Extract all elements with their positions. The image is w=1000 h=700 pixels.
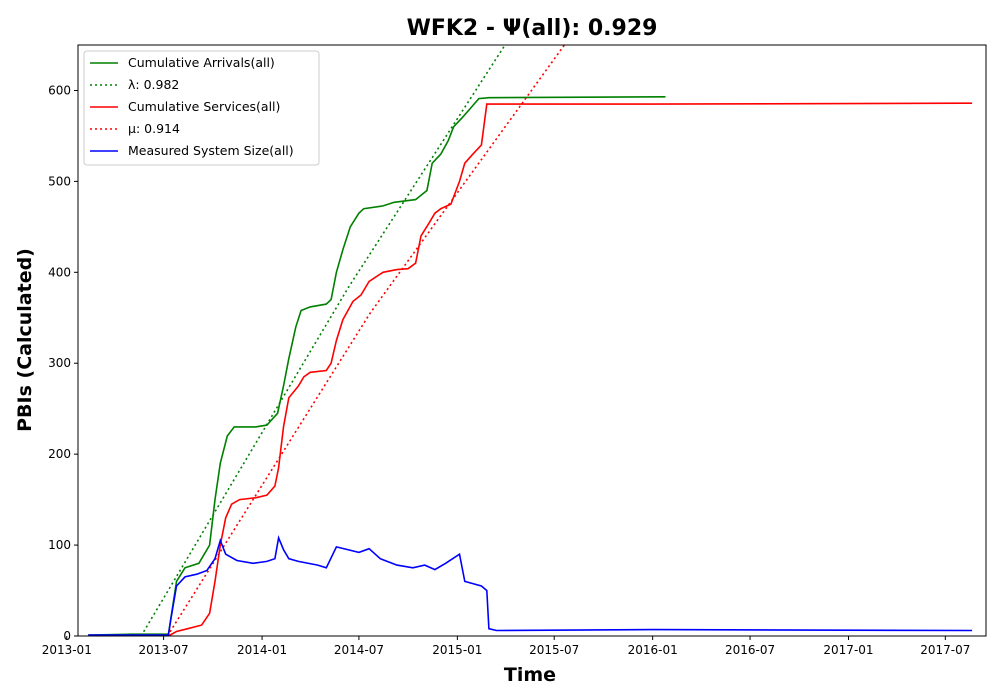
x-tick-label: 2016-07 (725, 643, 775, 657)
y-tick-label: 100 (48, 538, 71, 552)
x-tick-label: 2015-07 (529, 643, 579, 657)
y-axis-title: PBIs (Calculated) (14, 248, 36, 432)
legend: Cumulative Arrivals(all) λ: 0.982 Cumulati… (83, 50, 320, 166)
x-tick-label: 2014-07 (334, 643, 384, 657)
series-layer (88, 45, 973, 636)
x-tick-label: 2017-07 (920, 643, 970, 657)
y-tick-label: 200 (48, 447, 71, 461)
series-line-2 (168, 102, 973, 636)
legend-label: μ: 0.914 (128, 121, 180, 136)
series-line-4 (88, 534, 973, 636)
series-line-1 (140, 45, 506, 636)
series-line-3 (166, 45, 566, 636)
y-tick-label: 400 (48, 265, 71, 279)
x-tick-label: 2015-01 (432, 643, 482, 657)
legend-label: λ: 0.982 (128, 77, 179, 92)
plot-area (77, 44, 987, 637)
legend-label: Cumulative Arrivals(all) (128, 55, 275, 70)
x-tick-label: 2016-01 (628, 643, 678, 657)
legend-box (83, 50, 320, 166)
y-tick-label: 300 (48, 356, 71, 370)
x-axis: 2013-01 2013-07 2014-01 2014-07 2015-01 2015-… (42, 636, 970, 657)
legend-label: Measured System Size(all) (128, 143, 294, 158)
x-tick-label: 2017-01 (823, 643, 873, 657)
y-tick-label: 0 (63, 629, 71, 643)
x-tick-label: 2013-01 (42, 643, 92, 657)
series-line-0 (88, 96, 666, 636)
y-tick-label: 600 (48, 83, 71, 97)
y-axis: 0 100 200 300 400 500 600 (48, 83, 78, 643)
chart-title: WFK2 - Ψ(all): 0.929 (407, 16, 658, 41)
legend-label: Cumulative Services(all) (128, 99, 280, 114)
x-tick-label: 2013-07 (139, 643, 189, 657)
x-axis-title: Time (504, 664, 556, 686)
x-tick-label: 2014-01 (237, 643, 287, 657)
y-tick-label: 500 (48, 174, 71, 188)
